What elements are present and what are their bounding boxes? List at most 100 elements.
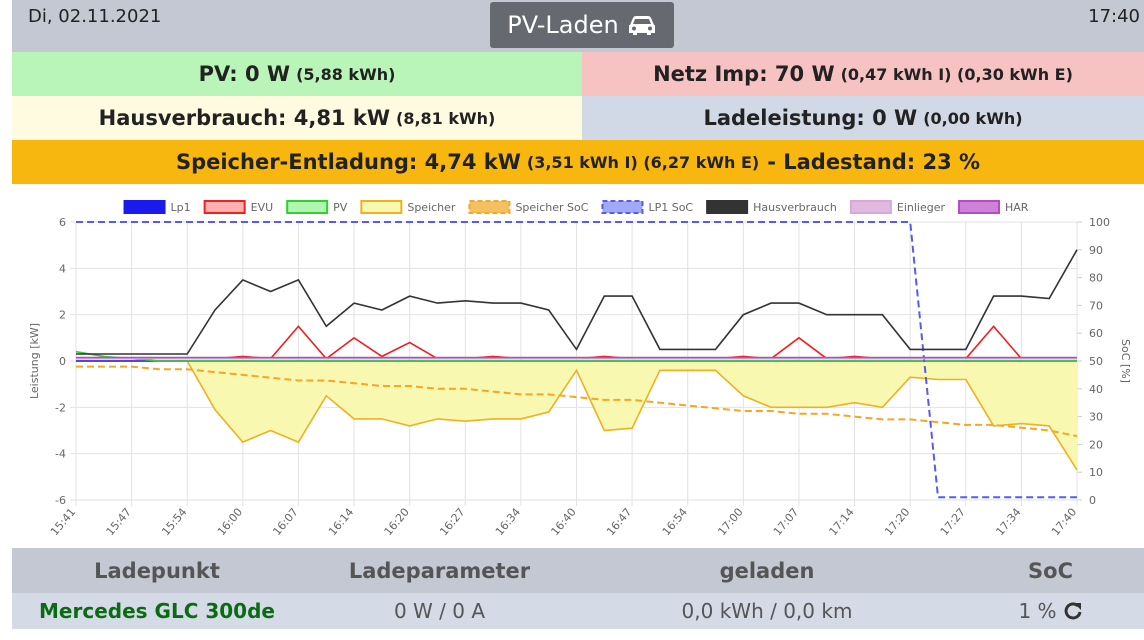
legend-swatch [849, 200, 892, 214]
legend-item[interactable]: EVU [203, 200, 274, 214]
x-tick-label: 17:14 [827, 506, 857, 539]
legend-label: PV [333, 201, 348, 214]
header-bar: Di, 02.11.2021 PV-Laden 17:40 [12, 0, 1144, 52]
x-tick-label: 17:20 [882, 506, 912, 539]
x-tick-label: 17:40 [1049, 506, 1079, 539]
legend-swatch [203, 200, 246, 214]
mode-button[interactable]: PV-Laden [490, 2, 674, 48]
y2-tick-label: 10 [1089, 466, 1103, 479]
battery-status: Speicher-Entladung: 4,74 kW (3,51 kWh I) … [12, 140, 1144, 184]
y2-tick-label: 20 [1089, 438, 1103, 451]
charge-status: Ladeleistung: 0 W (0,00 kWh) [582, 96, 1144, 140]
series-line [76, 360, 1078, 471]
y2-axis-label: SoC [%] [1119, 339, 1132, 383]
pv-status: PV: 0 W (5,88 kWh) [12, 52, 582, 96]
pv-main: PV: 0 W [198, 62, 291, 86]
y2-tick-label: 60 [1089, 327, 1103, 340]
y-axis-label: Leistung [kW] [28, 323, 41, 399]
legend-item[interactable]: Einlieger [849, 200, 946, 214]
house-status: Hausverbrauch: 4,81 kW (8,81 kWh) [12, 96, 582, 140]
x-tick-label: 17:07 [771, 506, 801, 539]
legend-item[interactable]: Speicher [360, 200, 456, 214]
y2-tick-label: 50 [1089, 355, 1103, 368]
legend-item[interactable]: Hausverbrauch [706, 200, 837, 214]
charge-params: 0 W / 0 A [393, 599, 486, 623]
pv-detail: (5,88 kWh) [296, 64, 396, 84]
legend-swatch [468, 200, 511, 214]
table-row: Mercedes GLC 300de 0 W / 0 A 0,0 kWh / 0… [12, 593, 1144, 629]
y2-tick-label: 80 [1089, 272, 1103, 285]
charge-point-name[interactable]: Mercedes GLC 300de [39, 599, 275, 623]
mode-title: PV-Laden [507, 11, 619, 39]
x-tick-label: 15:54 [159, 506, 189, 539]
y2-tick-label: 0 [1089, 494, 1096, 507]
grid-main: Netz Imp: 70 W [653, 62, 835, 86]
legend-label: HAR [1005, 201, 1029, 214]
x-tick-label: 17:27 [938, 506, 968, 539]
x-tick-label: 15:47 [104, 506, 134, 539]
battery-detail: (3,51 kWh I) (6,27 kWh E) [526, 152, 760, 172]
x-tick-label: 16:07 [270, 506, 300, 539]
charge-detail: (0,00 kWh) [923, 108, 1023, 128]
legend-swatch [360, 200, 403, 214]
x-tick-label: 15:41 [48, 506, 78, 539]
y2-tick-label: 30 [1089, 411, 1103, 424]
column-header: Ladeparameter [348, 558, 531, 583]
x-tick-label: 16:20 [382, 506, 412, 539]
y2-tick-label: 70 [1089, 299, 1103, 312]
chart: Leistung [kW] SoC [%] -6 -4 -2 0 2 4 60 10 20 30 4… [28, 200, 1132, 539]
series-line [76, 249, 1078, 355]
legend-label: Speicher SoC [515, 201, 588, 214]
x-tick-label: 16:40 [548, 506, 578, 539]
grid-status: Netz Imp: 70 W (0,47 kWh I) (0,30 kWh E) [582, 52, 1144, 96]
y-tick-label: 2 [59, 309, 66, 322]
date: Di, 02.11.2021 [28, 6, 162, 27]
y2-tick-label: 40 [1089, 383, 1103, 396]
legend-item[interactable]: Speicher SoC [468, 200, 589, 214]
series-line [76, 221, 1077, 499]
series-line [75, 350, 1077, 362]
reload-icon[interactable] [1063, 601, 1083, 621]
legend-label: Hausverbrauch [753, 201, 837, 214]
legend-swatch [123, 200, 166, 214]
series-line [76, 365, 1078, 438]
legend-swatch [706, 200, 749, 214]
soc-value: 1 % [1018, 599, 1057, 623]
legend-item[interactable]: PV [286, 200, 348, 214]
legend-swatch [958, 200, 1001, 214]
y-tick-label: -6 [55, 494, 66, 507]
x-tick-label: 16:00 [215, 506, 245, 539]
legend-item[interactable]: HAR [958, 200, 1029, 214]
column-header: SoC [1028, 558, 1073, 583]
x-tick-label: 16:14 [326, 506, 356, 539]
x-tick-label: 17:34 [993, 506, 1023, 539]
legend-swatch [286, 200, 329, 214]
table-header: Ladepunkt Ladeparameter geladen SoC [12, 548, 1144, 593]
y-tick-label: 4 [59, 262, 66, 275]
legend-item[interactable]: Lp1 [123, 200, 191, 214]
grid-detail: (0,47 kWh I) (0,30 kWh E) [840, 64, 1073, 84]
charge-main: Ladeleistung: 0 W [703, 106, 918, 130]
car-icon [628, 16, 655, 35]
x-tick-label: 17:00 [715, 506, 745, 539]
x-tick-label: 16:34 [493, 506, 523, 539]
legend-label: LP1 SoC [648, 201, 693, 214]
y-tick-label: -4 [55, 448, 66, 461]
x-tick-label: 16:47 [604, 506, 634, 539]
battery-soc: - Ladestand: 23 % [767, 150, 981, 174]
y-tick-label: -2 [55, 401, 66, 414]
legend-label: EVU [251, 201, 274, 214]
battery-main: Speicher-Entladung: 4,74 kW [175, 150, 521, 174]
charged: 0,0 kWh / 0,0 km [681, 599, 853, 623]
y-tick-label: 6 [59, 216, 66, 229]
time: 17:40 [1088, 6, 1140, 27]
y2-tick-label: 90 [1089, 244, 1103, 257]
legend-swatch [601, 200, 644, 214]
x-tick-label: 16:27 [437, 506, 467, 539]
series-area [76, 361, 1077, 470]
y2-tick-label: 100 [1089, 216, 1110, 229]
legend-item[interactable]: LP1 SoC [601, 200, 693, 214]
house-detail: (8,81 kWh) [396, 108, 496, 128]
house-main: Hausverbrauch: 4,81 kW [98, 106, 390, 130]
